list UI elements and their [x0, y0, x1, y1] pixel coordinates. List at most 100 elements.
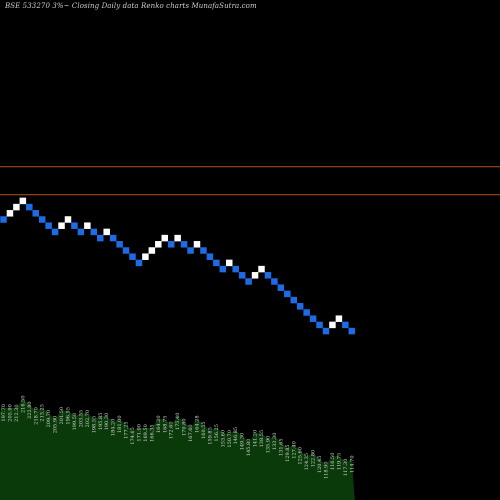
renko-brick-up [13, 203, 20, 211]
volume-value-label: 190.30 [104, 413, 110, 431]
volume-value-label: 119.75 [336, 453, 342, 471]
renko-brick-down [51, 228, 59, 236]
renko-brick-down [71, 222, 78, 229]
volume-value-label: 167.60 [188, 424, 194, 442]
chart-title: BSE 533270 3%~ Closing Daily data Renko … [5, 2, 257, 10]
renko-brick-down [309, 315, 317, 322]
renko-brick-down [45, 222, 52, 229]
volume-value-label: 198.55 [91, 416, 97, 434]
volume-value-label: 169.50 [143, 424, 149, 442]
renko-brick-down [0, 216, 7, 223]
volume-value-label: 175.40 [175, 413, 181, 431]
volume-value-label: 209.70 [46, 410, 52, 428]
volume-value-label: 150.70 [227, 430, 233, 448]
volume-value-label: 205.90 [7, 404, 13, 422]
volume-value-label: 141.20 [253, 430, 259, 448]
volume-value-label: 149.30 [240, 433, 246, 451]
renko-brick-down [109, 234, 117, 242]
volume-value-label: 125.60 [298, 447, 304, 465]
volume-value-label: 202.70 [85, 410, 91, 428]
renko-brick-up [64, 216, 72, 223]
renko-brick-up [19, 197, 27, 205]
renko-brick-down [116, 241, 123, 248]
renko-brick-down [200, 247, 207, 254]
volume-area-layer [0, 399, 355, 500]
volume-value-label: 197.70 [1, 404, 7, 422]
renko-brick-up [251, 272, 259, 279]
volume-value-label: 216.50 [20, 396, 26, 414]
renko-brick-down [316, 321, 323, 329]
volume-value-label: 222.80 [27, 401, 33, 419]
renko-brick-down [296, 303, 304, 310]
volume-value-label: 196.55 [66, 407, 72, 425]
volume-value-label: 133.30 [272, 433, 278, 451]
volume-value-label: 153.60 [220, 430, 226, 448]
volume-value-label: 129.85 [285, 444, 291, 462]
renko-brick-up [258, 265, 265, 273]
renko-brick-down [90, 228, 98, 236]
renko-brick-up [142, 253, 149, 260]
volume-value-label: 159.85 [207, 427, 213, 445]
renko-brick-up [193, 241, 201, 248]
volume-value-label: 145.80 [246, 439, 252, 457]
volume-value-label: 164.20 [156, 416, 162, 434]
renko-brick-down [277, 284, 285, 291]
renko-brick-down [219, 265, 227, 273]
renko-brick-up [6, 210, 14, 217]
renko-brick-down [245, 278, 252, 285]
renko-brick-down [342, 321, 349, 329]
volume-value-label: 166.35 [149, 424, 155, 442]
volume-value-label: 156.25 [214, 424, 220, 442]
renko-brick-down [232, 265, 239, 273]
volume-value-label: 122.80 [311, 450, 317, 468]
volume-value-label: 135.90 [265, 436, 271, 454]
renko-brick-down [264, 272, 272, 279]
renko-brick-down [290, 296, 297, 304]
volume-value-label: 205.90 [53, 416, 59, 434]
volume-value-label: 177.25 [124, 421, 130, 439]
renko-brick-up [103, 228, 110, 236]
volume-value-label: 195.85 [98, 413, 104, 431]
renko-brick-up [148, 247, 156, 254]
volume-value-label: 172.60 [169, 422, 175, 440]
volume-value-label: 118.90 [324, 462, 330, 480]
volume-value-label: 160.55 [201, 421, 207, 439]
renko-brick-up [335, 315, 343, 322]
renko-brick-up [161, 234, 168, 242]
renko-brick-down [271, 278, 278, 285]
volume-value-label: 199.58 [72, 413, 78, 431]
volume-value-label: 116.50 [330, 453, 336, 471]
volume-value-label: 146.85 [233, 427, 239, 445]
renko-brick-down [348, 327, 356, 335]
renko-brick-down [129, 253, 136, 260]
volume-value-label: 181.00 [117, 416, 123, 434]
volume-value-label: 168.75 [162, 416, 168, 434]
renko-brick-up [58, 222, 65, 229]
volume-value-label: 124.35 [304, 453, 310, 471]
volume-value-label: 127.40 [291, 441, 297, 459]
renko-brick-down [187, 247, 194, 254]
renko-brick-up [329, 321, 336, 329]
renko-brick-up [226, 259, 233, 267]
volume-value-label: 170.80 [182, 419, 188, 437]
volume-value-label: 131.65 [278, 439, 284, 457]
volume-value-label: 117.30 [343, 459, 349, 477]
volume-value-label: 138.55 [259, 430, 265, 448]
volume-area [0, 399, 355, 500]
renko-brick-down [135, 259, 143, 267]
volume-value-label: 212.30 [14, 404, 20, 422]
renko-brick-down [77, 228, 85, 236]
volume-value-label: 184.20 [111, 419, 117, 437]
volume-value-label: 218.70 [33, 407, 39, 425]
volume-value-label: 201.50 [59, 407, 65, 425]
volume-value-label: 174.65 [130, 427, 136, 445]
horizontal-level-lines [0, 166, 500, 196]
renko-brick-down [213, 259, 220, 267]
renko-brick-down [206, 253, 214, 260]
volume-value-label: 203.55 [78, 410, 84, 428]
renko-brick-down [284, 290, 291, 298]
renko-brick-down [122, 247, 130, 254]
volume-value-label: 213.25 [40, 404, 46, 422]
